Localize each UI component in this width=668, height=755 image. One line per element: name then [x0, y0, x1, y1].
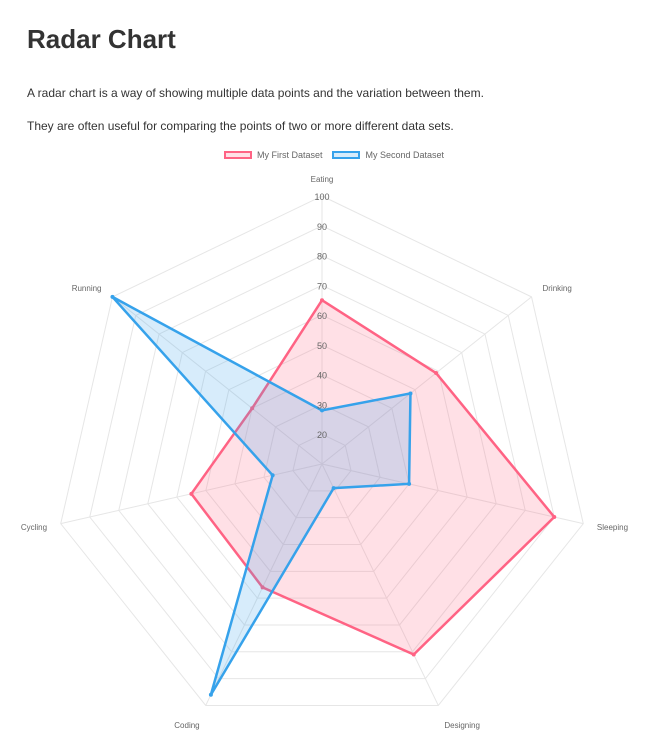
legend-item-first-dataset[interactable]: My First Dataset [223, 150, 323, 160]
tick-label-20: 20 [317, 430, 327, 440]
point-label-designing: Designing [444, 721, 480, 730]
series-0-point-0 [320, 298, 324, 303]
tick-label-60: 60 [317, 311, 327, 321]
tick-label-70: 70 [317, 281, 327, 291]
grid-ring-100 [60, 195, 584, 706]
legend-swatch-second [332, 151, 361, 159]
angle-line-3 [321, 463, 439, 706]
point-label-cycling: Cycling [21, 523, 47, 532]
series-1-point-6 [110, 294, 115, 299]
series-0-point-4 [260, 585, 265, 590]
series-1-point-0 [320, 408, 324, 413]
tick-label-90: 90 [317, 222, 327, 232]
series-1-point-1 [408, 391, 413, 396]
series-1-point-4 [208, 692, 213, 697]
legend-label-first: My First Dataset [256, 150, 323, 160]
tick-label-30: 30 [317, 400, 327, 410]
series-0-point-5 [189, 491, 194, 496]
series-0-point-2 [552, 515, 557, 520]
legend-swatch-first [223, 151, 252, 159]
grid-ring-30 [263, 403, 381, 519]
grid-ring-50 [205, 344, 439, 572]
series-1-point-3 [331, 486, 336, 491]
description-paragraph-1: A radar chart is a way of showing multip… [27, 86, 484, 100]
angle-line-4 [205, 463, 323, 706]
description-paragraph-2: They are often useful for comparing the … [27, 119, 454, 133]
grid-ring-90 [89, 225, 555, 680]
chart-legend: My First Dataset My Second Dataset [0, 150, 668, 160]
point-label-coding: Coding [174, 721, 199, 730]
series-1-area [111, 295, 412, 696]
grid-ring-80 [118, 255, 526, 653]
series-1-point-2 [407, 481, 412, 486]
angle-line-2 [321, 463, 584, 525]
grid-ring-70 [147, 284, 497, 626]
tick-label-40: 40 [317, 371, 327, 381]
point-label-drinking: Drinking [542, 284, 571, 293]
series-1-point-5 [270, 473, 275, 478]
legend-label-second: My Second Dataset [365, 150, 445, 160]
point-label-sleeping: Sleeping [597, 523, 628, 532]
grid-ring-40 [234, 374, 410, 545]
angle-line-1 [321, 296, 532, 465]
angle-line-6 [112, 296, 323, 465]
grid-ring-20 [292, 433, 352, 492]
tick-label-80: 80 [317, 252, 327, 262]
grid-ring-60 [176, 314, 468, 599]
series-0-point-1 [434, 371, 439, 376]
point-label-running: Running [72, 284, 102, 293]
series-0-point-6 [250, 406, 255, 411]
series-0-point-3 [411, 652, 416, 657]
point-label-eating: Eating [311, 175, 334, 184]
tick-label-50: 50 [317, 341, 327, 351]
page-title: Radar Chart [27, 24, 176, 54]
legend-item-second-dataset[interactable]: My Second Dataset [332, 150, 444, 160]
tick-label-100: 100 [314, 192, 329, 202]
